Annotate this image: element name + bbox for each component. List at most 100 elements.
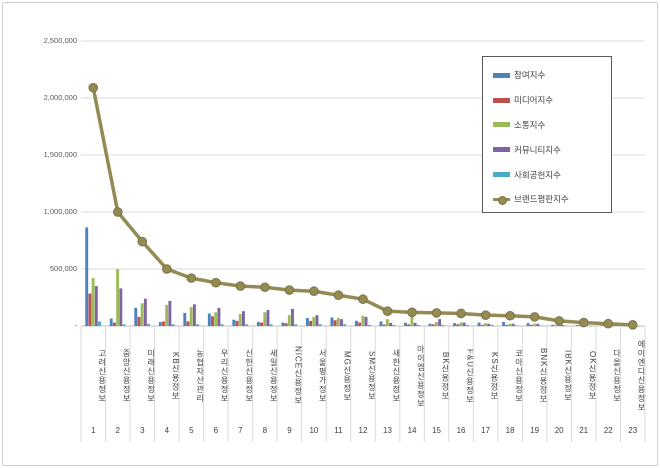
category-label: MG신용정보 [342,350,351,402]
bar-사회공헌지수 [245,324,249,326]
category-label: 코아신용정보 [514,349,523,403]
legend-item: 소통지수 [493,113,611,138]
bar-커뮤니티지수 [413,322,417,326]
category-rank-number: 22 [603,426,613,435]
category-label: 세일신용정보 [269,349,278,403]
bar-참여지수 [600,325,604,326]
data-point-marker [382,306,393,316]
category-rank-number: 15 [432,426,441,435]
legend-item: 사회공헌지수 [493,162,611,187]
bar-사회공헌지수 [171,324,175,326]
bar-미디어지수 [162,321,165,326]
bar-참여지수 [256,322,260,326]
category-rank-number: 21 [579,426,589,435]
category-label: 우리신용정보 [220,349,229,403]
bar-사회공헌지수 [269,324,273,326]
data-point-marker [333,290,344,301]
legend-color-swatch-icon [493,122,510,128]
category-rank-number: 7 [238,426,243,435]
category-rank-number: 6 [213,426,219,435]
legend-label: 미디어지수 [514,95,554,106]
bar-참여지수 [526,323,530,326]
legend-color-swatch-icon [493,172,510,178]
bar-참여지수 [575,325,579,326]
bar-커뮤니티지수 [241,311,245,326]
y-tick-label: 1,500,000 [43,150,77,159]
y-tick-label: - [74,321,78,330]
bar-미디어지수 [235,320,239,326]
bar-소통지수 [361,315,365,326]
bar-사회공헌지수 [98,321,101,326]
category-label: KB신용정보 [171,351,180,401]
y-tick-label: 500,000 [49,264,77,273]
category-rank-number: 19 [530,426,540,435]
bar-소통지수 [165,304,169,326]
bar-참여지수 [379,321,383,326]
category-label: 에이엔디신용정보 [636,340,645,412]
bar-커뮤니티지수 [487,323,491,326]
category-rank-number: 5 [189,426,194,435]
bar-참여지수 [85,227,89,326]
bar-사회공헌지수 [490,324,494,326]
data-point-marker [137,236,148,247]
bar-커뮤니티지수 [192,304,196,326]
bar-소통지수 [91,278,95,326]
category-rank-number: 8 [262,426,268,435]
category-rank-number: 2 [115,426,120,435]
data-point-marker [407,307,417,318]
y-tick-label: 1,000,000 [43,207,77,216]
bar-사회공헌지수 [563,325,567,326]
bar-소통지수 [484,323,487,326]
bar-사회공헌지수 [588,325,592,327]
data-point-marker [284,285,295,295]
bar-참여지수 [453,323,456,326]
legend-label: 참여지수 [514,70,546,81]
category-label: OK신용정보 [587,351,596,401]
bar-커뮤니티지수 [94,286,98,326]
category-rank-number: 14 [407,426,417,435]
bar-소통지수 [238,314,242,326]
bar-커뮤니티지수 [143,298,147,326]
category-label: KS신용정보 [489,351,498,401]
bar-미디어지수 [431,324,435,326]
category-rank-number: 10 [309,426,319,435]
bar-소통지수 [263,312,267,326]
bar-소통지수 [434,322,438,326]
legend-color-swatch-icon [493,97,510,103]
bar-커뮤니티지수 [462,322,466,326]
category-label: 서울평가정보 [318,349,327,403]
bar-사회공헌지수 [318,324,322,326]
bar-커뮤니티지수 [340,319,343,326]
data-point-marker [554,316,564,326]
bar-사회공헌지수 [367,324,371,326]
legend-label: 사회공헌지수 [514,169,561,180]
category-rank-number: 18 [505,426,515,435]
y-tick-label: 2,500,000 [43,36,77,45]
legend-label: 소통지수 [514,119,546,130]
data-point-marker [431,308,442,318]
bar-미디어지수 [88,293,92,326]
bar-참여지수 [428,323,432,326]
data-point-marker [480,310,491,320]
bar-소통지수 [116,269,120,326]
bar-참여지수 [330,317,334,326]
legend-label: 브랜드평판지수 [514,194,569,205]
bar-사회공헌지수 [122,324,126,326]
data-point-marker [162,264,172,274]
bar-커뮤니티지수 [168,300,172,326]
category-rank-number: 9 [287,426,292,435]
bar-커뮤니티지수 [389,322,393,326]
bar-커뮤니티지수 [511,323,515,326]
bar-참여지수 [109,318,113,326]
bar-참여지수 [158,322,162,326]
legend-line-marker-icon [493,195,510,205]
bar-미디어지수 [505,324,509,326]
category-rank-number: 17 [481,426,491,435]
bar-사회공헌지수 [147,323,151,326]
bar-커뮤니티지수 [217,307,221,326]
bar-참여지수 [183,312,187,326]
legend-color-swatch-icon [493,147,510,153]
bar-사회공헌지수 [220,324,224,326]
